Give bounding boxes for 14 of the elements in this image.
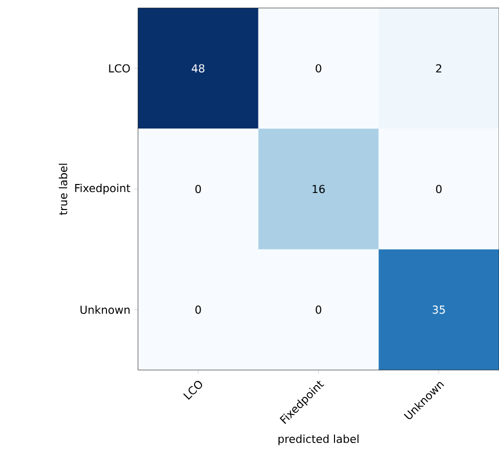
y-tick-label: Unknown (80, 305, 130, 314)
y-tick-label: LCO (109, 64, 130, 72)
data-label: 35 (432, 306, 445, 314)
data-label: 16 (312, 184, 325, 194)
data-label: 48 (192, 64, 204, 72)
data-label: 0 (195, 306, 201, 314)
data-label: 0 (316, 64, 322, 72)
data-label: 0 (195, 184, 201, 194)
data-label: 0 (316, 306, 322, 314)
data-label: 0 (436, 184, 442, 194)
data-label: 2 (436, 64, 442, 72)
y-axis-title: true label (58, 164, 68, 215)
y-tick-label: Fixedpoint (75, 184, 130, 194)
x-axis-title: predicted label (278, 434, 358, 446)
